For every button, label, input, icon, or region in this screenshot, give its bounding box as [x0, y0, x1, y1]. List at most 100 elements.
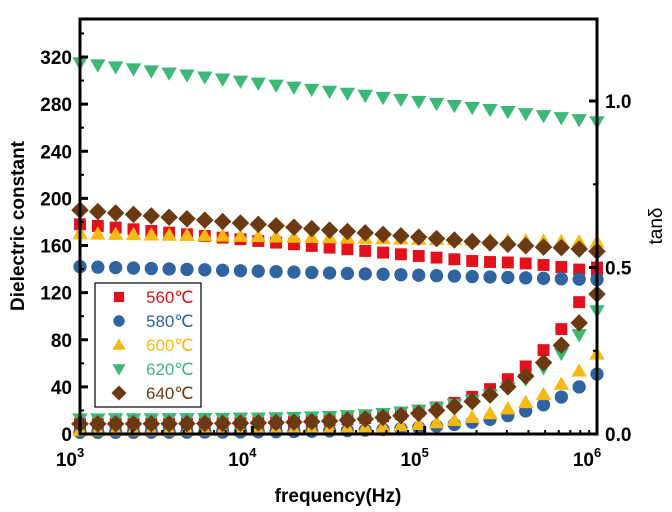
legend-marker-icon — [112, 338, 126, 350]
tan-delta-point — [536, 398, 551, 412]
tan-delta-point — [553, 347, 570, 362]
dielectric-point — [500, 106, 516, 120]
tan-delta-point — [338, 411, 357, 429]
dielectric-point — [411, 95, 427, 110]
legend-label: 640℃ — [146, 384, 193, 403]
dielectric-point — [464, 101, 480, 116]
y-tick-label: 120 — [40, 284, 72, 305]
y2-tick-label: 0.5 — [605, 259, 632, 280]
tan-delta-point — [552, 336, 571, 355]
dielectric-point — [305, 239, 318, 252]
dielectric-point — [427, 229, 446, 248]
dielectric-point — [357, 89, 373, 104]
legend-item: 560℃ — [113, 288, 193, 307]
series-dielectric-constant — [72, 57, 605, 130]
dielectric-point — [250, 228, 266, 243]
dielectric-point — [268, 79, 284, 93]
dielectric-point — [501, 270, 515, 285]
dielectric-point — [570, 240, 588, 258]
y-tick-label: 40 — [51, 378, 72, 399]
dielectric-point — [555, 261, 568, 273]
dielectric-point — [214, 73, 231, 87]
x-axis-title: frequency(Hz) — [275, 486, 402, 507]
tan-delta-point — [196, 414, 214, 433]
dielectric-point — [572, 272, 586, 286]
dielectric-point — [571, 114, 587, 128]
dielectric-point — [197, 71, 213, 85]
y-tick-label: 200 — [40, 189, 72, 210]
tan-delta-point — [89, 415, 107, 433]
dielectric-point — [323, 241, 336, 254]
tan-delta-point — [428, 414, 445, 429]
dielectric-point — [287, 265, 301, 279]
y-axis-title: Dielectric constant — [8, 140, 29, 311]
tan-delta-point — [124, 415, 143, 433]
tan-delta-point — [320, 412, 339, 430]
dielectric-point — [537, 259, 550, 271]
dielectric-point — [232, 228, 249, 242]
dielectric-point — [338, 222, 357, 241]
y2-tick-label: 1.0 — [605, 92, 631, 113]
y-tick-label: 0 — [61, 425, 72, 446]
dielectric-point — [376, 267, 390, 281]
dielectric-point — [233, 264, 248, 278]
dielectric-point — [429, 268, 444, 283]
legend-item: 640℃ — [111, 384, 193, 403]
dielectric-point — [267, 217, 285, 235]
dielectric-point — [374, 225, 392, 244]
tan-delta-point — [427, 401, 446, 420]
dielectric-point — [501, 256, 514, 269]
dielectric-point — [517, 108, 534, 122]
dielectric-point — [339, 87, 356, 102]
dielectric-point — [393, 93, 409, 108]
dielectric-point — [162, 262, 176, 276]
dielectric-point — [198, 263, 212, 277]
legend-marker-icon — [113, 315, 125, 327]
dielectric-point — [286, 229, 302, 243]
dielectric-point — [107, 61, 124, 75]
dielectric-point — [320, 221, 339, 239]
dielectric-point — [143, 227, 160, 241]
dielectric-point — [409, 228, 428, 246]
dielectric-point — [519, 257, 532, 270]
tan-delta-point — [554, 390, 568, 404]
tan-delta-point — [303, 412, 321, 431]
dielectric-point — [269, 264, 283, 279]
dielectric-point — [483, 270, 497, 284]
tan-delta-point — [572, 380, 586, 394]
tan-delta-point — [570, 314, 588, 332]
legend-item: 600℃ — [112, 336, 193, 355]
tan-delta-point — [519, 360, 532, 373]
x-tick-label: 104 — [228, 445, 257, 471]
dielectric-point — [554, 272, 568, 286]
dielectric-point — [91, 220, 104, 232]
tan-delta-point — [231, 414, 250, 432]
dielectric-point — [250, 77, 266, 91]
dielectric-point — [196, 211, 214, 229]
series-dielectric-constant — [73, 260, 604, 287]
dielectric-point — [213, 212, 232, 231]
dielectric-point — [394, 268, 408, 282]
series-tan-delta — [71, 285, 606, 433]
dielectric-point — [268, 229, 284, 243]
legend-box — [94, 282, 202, 408]
tan-delta-point — [555, 323, 568, 336]
y-tick-label: 160 — [40, 237, 72, 258]
dielectric-point — [481, 234, 499, 252]
dielectric-point — [447, 269, 462, 283]
tan-delta-point — [445, 397, 464, 416]
legend-label: 580℃ — [146, 312, 193, 331]
dielectric-point — [90, 226, 106, 240]
dielectric-point — [107, 226, 124, 240]
dielectric-point — [412, 249, 425, 262]
dielectric-point — [232, 75, 249, 89]
dielectric-point — [124, 205, 143, 224]
legend-item: 580℃ — [113, 312, 193, 331]
dielectric-point — [160, 208, 178, 227]
tan-delta-point — [482, 405, 498, 420]
dielectric-point — [214, 228, 231, 242]
tan-delta-point — [178, 414, 196, 433]
dielectric-point — [466, 254, 479, 267]
legend: 560℃ 580℃ 600℃ 620℃ 640℃ — [94, 282, 202, 408]
dielectric-point — [287, 238, 300, 251]
